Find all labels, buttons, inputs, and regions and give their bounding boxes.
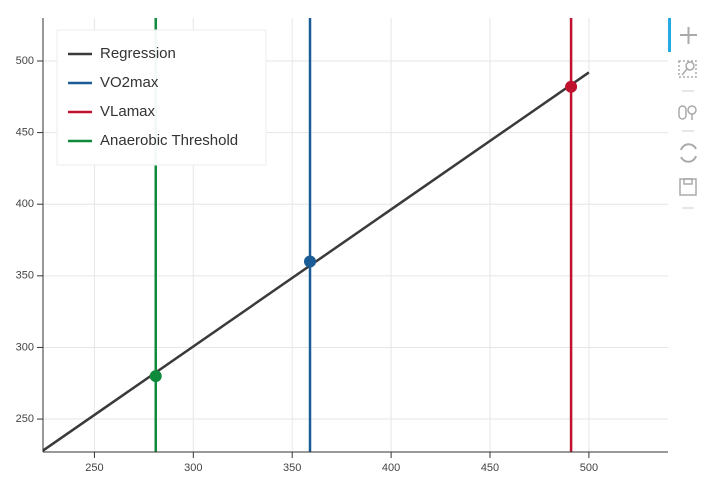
x-tick-label: 250 <box>85 462 103 474</box>
y-tick-label: 300 <box>16 341 34 353</box>
axes: 250 300 350 400 450 500 250 300 350 400 450 500 <box>16 18 668 474</box>
y-tick-label: 350 <box>16 270 34 282</box>
x-tick-label: 300 <box>184 462 202 474</box>
marks <box>42 18 590 452</box>
x-tick-label: 400 <box>382 462 400 474</box>
x-tick-label: 500 <box>580 462 598 474</box>
legend-label: VLamax <box>100 103 156 120</box>
point <box>304 255 317 268</box>
point <box>565 80 578 93</box>
legend: Regression VO2max VLamax Anaerobic Threshol… <box>56 29 267 166</box>
reset-tool[interactable] <box>680 143 697 163</box>
wheel-zoom-tool[interactable] <box>678 105 697 120</box>
toolbar <box>668 18 697 209</box>
active-tool-indicator <box>668 18 671 52</box>
y-tick-label: 400 <box>16 198 34 210</box>
legend-label: VO2max <box>100 74 159 91</box>
y-tick-label: 250 <box>16 413 34 425</box>
save-tool[interactable] <box>679 178 697 196</box>
x-tick-label: 450 <box>481 462 499 474</box>
legend-box <box>56 29 267 166</box>
x-tick-label: 350 <box>283 462 301 474</box>
y-tick-label: 450 <box>16 126 34 138</box>
point <box>149 370 162 383</box>
y-tick-label: 500 <box>16 55 34 67</box>
legend-label: Regression <box>100 45 176 62</box>
box-zoom-tool[interactable] <box>678 60 697 78</box>
pan-tool[interactable] <box>680 27 697 44</box>
legend-label: Anaerobic Threshold <box>100 132 238 149</box>
